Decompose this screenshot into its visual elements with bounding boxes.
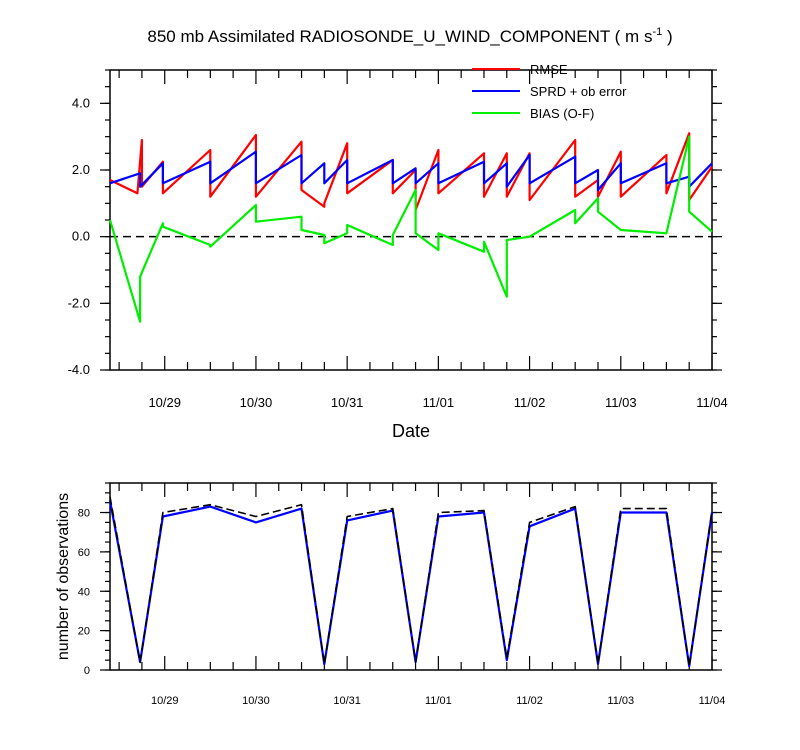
x-tick-label: 10/30 [242, 695, 270, 707]
x-tick-label: 11/02 [514, 395, 546, 410]
series-line-2 [109, 496, 713, 667]
x-tick-label: 11/01 [425, 695, 452, 707]
y-tick-label: -2.0 [68, 295, 90, 310]
y-tick-label: 40 [78, 586, 90, 598]
y-axis-label: number of observations [55, 493, 72, 660]
y-tick-label: 20 [78, 626, 90, 638]
x-tick-label: 10/29 [148, 395, 181, 410]
x-tick-label: 10/29 [151, 695, 179, 707]
x-tick-label: 10/31 [331, 395, 364, 410]
y-tick-label: 4.0 [72, 95, 90, 110]
series-line-3 [108, 135, 713, 323]
plot-frame [109, 69, 713, 371]
y-tick-label: 0 [84, 665, 90, 677]
bottom-plot: 10/29 10/30 10/31 11/01 11/02 11/03 11/04 0 20 40… [55, 482, 726, 707]
series-line-2 [109, 150, 713, 192]
x-tick-label: 11/04 [699, 695, 726, 707]
x-tick-label: 11/03 [605, 395, 637, 410]
chart-title: 850 mb Assimilated RADIOSONDE_U_WIND_COM… [147, 26, 672, 46]
y-tick-label: 60 [78, 547, 90, 559]
plot-frame [109, 482, 713, 671]
y-tick-label: 0.0 [72, 229, 90, 244]
top-plot: 10/29 10/30 10/31 11/01 11/02 11/03 11/04 -4.0 -… [68, 62, 728, 441]
x-tick-label: 10/30 [240, 395, 273, 410]
legend-label-2: SPRD + ob error [530, 84, 627, 99]
x-tick-label: 11/01 [423, 395, 455, 410]
x-tick-label: 10/31 [333, 695, 361, 707]
legend-label-1: RMSE [530, 62, 568, 77]
x-tick-label: 11/02 [516, 695, 543, 707]
x-tick-label: 11/03 [607, 695, 634, 707]
y-tick-label: 80 [78, 508, 90, 520]
x-axis-label: Date [392, 421, 430, 441]
series-line-1 [108, 500, 714, 668]
legend-label-3: BIAS (O-F) [530, 106, 594, 121]
x-tick-label: 11/04 [696, 395, 728, 410]
y-tick-label: 2.0 [72, 162, 90, 177]
y-tick-label: -4.0 [68, 362, 90, 377]
